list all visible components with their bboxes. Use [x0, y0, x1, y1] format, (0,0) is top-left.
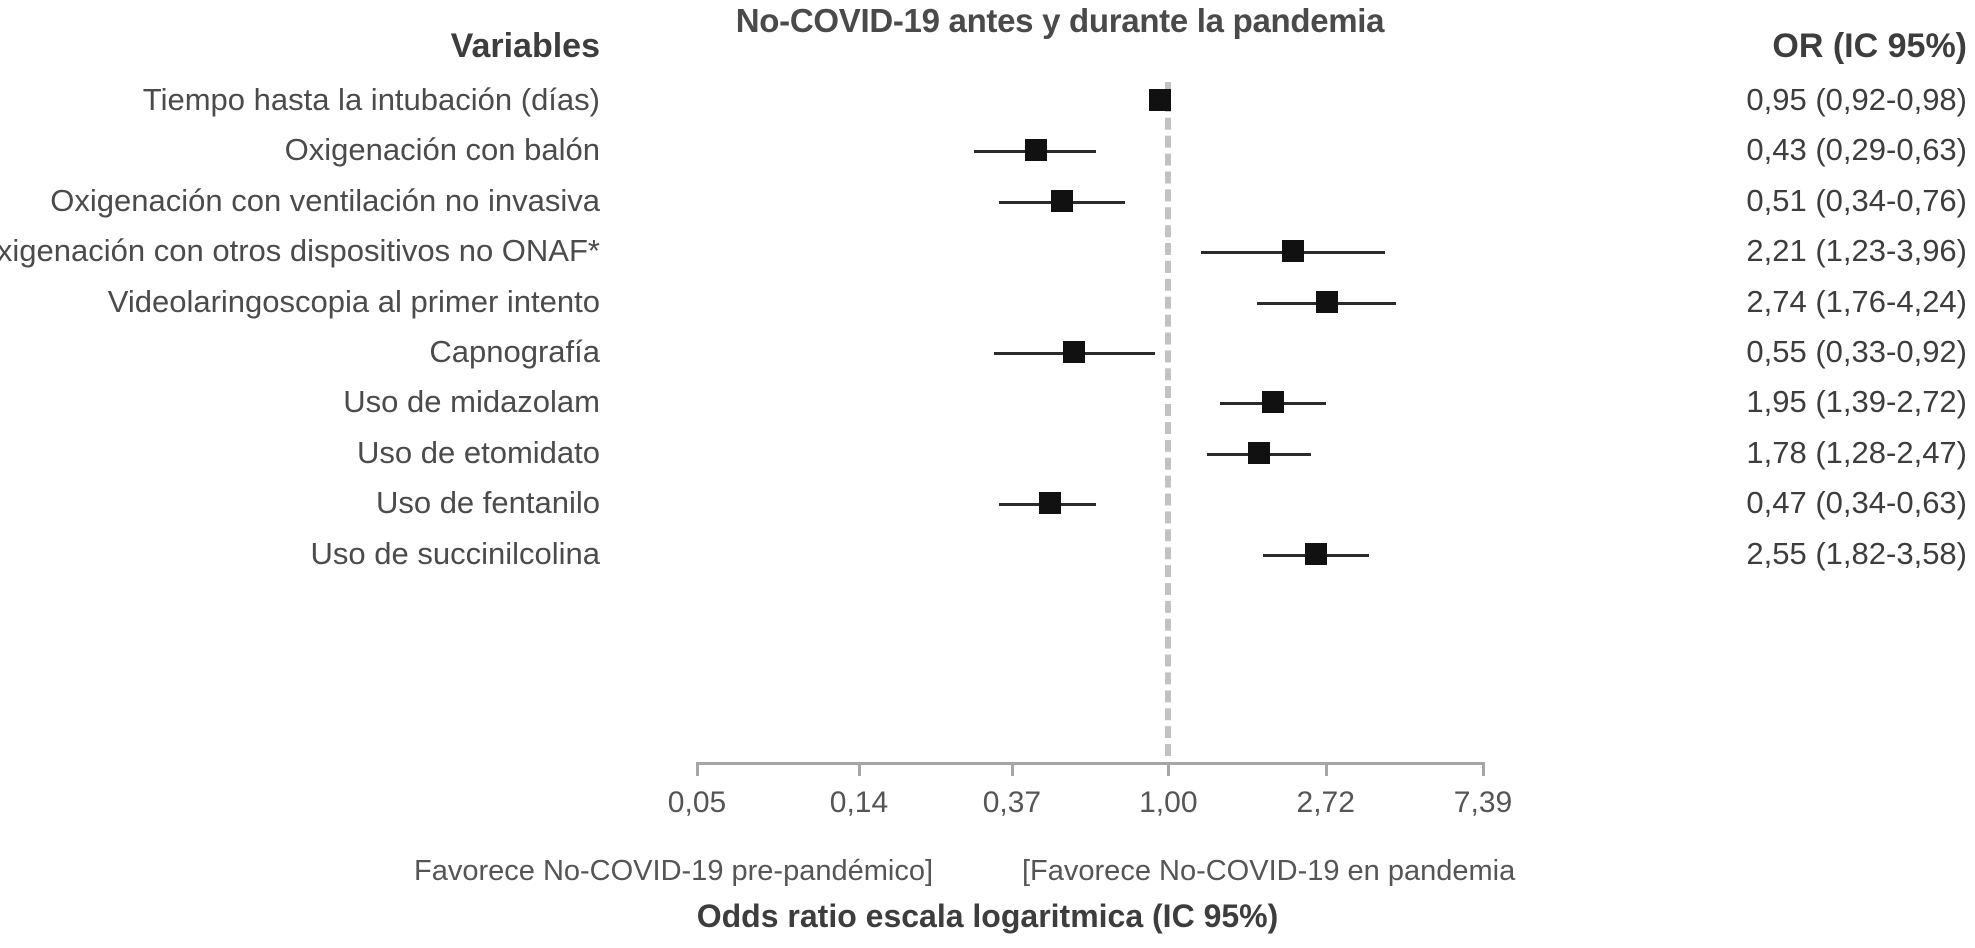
reference-line [1165, 82, 1172, 756]
row-variable-label: Oxigenación con ventilación no invasiva [50, 182, 600, 218]
row-variable-label: Oxigenación con balón [284, 132, 600, 168]
forest-row: Uso de midazolam 1,95 (1,39-2,72) [0, 380, 1975, 430]
row-variable-label: Uso de fentanilo [375, 485, 600, 521]
x-axis-title: Odds ratio escala logaritmica (IC 95%) [696, 898, 1279, 934]
forest-row: Capnografía 0,55 (0,33-0,92) [0, 330, 1975, 380]
row-or-value: 2,21 (1,23-3,96) [1746, 233, 1967, 269]
row-or-value: 1,95 (1,39-2,72) [1746, 384, 1967, 420]
row-variable-label: Uso de etomidato [357, 434, 600, 470]
row-variable-label: Tiempo hasta la intubación (días) [142, 82, 600, 117]
column-header-variables: Variables [450, 27, 600, 65]
point-estimate-marker [1304, 542, 1327, 565]
forest-row: Tiempo hasta la intubación (días) 0,95 (0… [0, 78, 1975, 128]
row-variable-label: Uso de succinilcolina [310, 535, 600, 571]
favor-right-label: [Favorece No-COVID-19 en pandemia [1022, 855, 1516, 887]
row-or-value: 0,95 (0,92-0,98) [1746, 82, 1967, 117]
point-estimate-marker [1024, 139, 1047, 162]
forest-row: Uso de etomidato 1,78 (1,28-2,47) [0, 431, 1975, 481]
row-variable-label: Oxigenación con otros dispositivos no ON… [0, 233, 600, 269]
point-estimate-marker [1248, 441, 1271, 464]
forest-row: Oxigenación con otros dispositivos no ON… [0, 229, 1975, 279]
row-or-value: 0,55 (0,33-0,92) [1746, 334, 1967, 369]
point-estimate-marker [1315, 290, 1338, 313]
point-estimate-marker [1282, 240, 1305, 263]
point-estimate-marker [1262, 391, 1285, 414]
favor-left-label: Favorece No-COVID-19 pre-pandémico] [414, 855, 933, 887]
point-estimate-marker [1051, 189, 1074, 212]
row-or-value: 1,78 (1,28-2,47) [1746, 434, 1967, 470]
forest-row: Oxigenación con ventilación no invasiva 0… [0, 179, 1975, 229]
point-estimate-marker [1149, 89, 1172, 111]
row-or-value: 0,43 (0,29-0,63) [1746, 132, 1967, 168]
row-or-value: 2,74 (1,76-4,24) [1746, 283, 1967, 319]
point-estimate-marker [1038, 492, 1061, 515]
row-or-value: 0,47 (0,34-0,63) [1746, 485, 1967, 521]
forest-row: Uso de fentanilo 0,47 (0,34-0,63) [0, 481, 1975, 531]
forest-row: Uso de succinilcolina 2,55 (1,82-3,58) [0, 532, 1975, 582]
forest-row: Oxigenación con balón 0,43 (0,29-0,63) [0, 128, 1975, 178]
point-estimate-marker [1063, 341, 1086, 363]
column-header-or: OR (IC 95%) [1772, 27, 1967, 65]
row-variable-label: Uso de midazolam [343, 384, 600, 420]
row-variable-label: Capnografía [429, 334, 600, 369]
row-or-value: 0,51 (0,34-0,76) [1746, 182, 1967, 218]
row-variable-label: Videolaringoscopia al primer intento [107, 283, 600, 319]
row-or-value: 2,55 (1,82-3,58) [1746, 535, 1967, 571]
chart-title: No-COVID-19 antes y durante la pandemia [735, 2, 1385, 39]
forest-row: Videolaringoscopia al primer intento 2,74… [0, 280, 1975, 330]
